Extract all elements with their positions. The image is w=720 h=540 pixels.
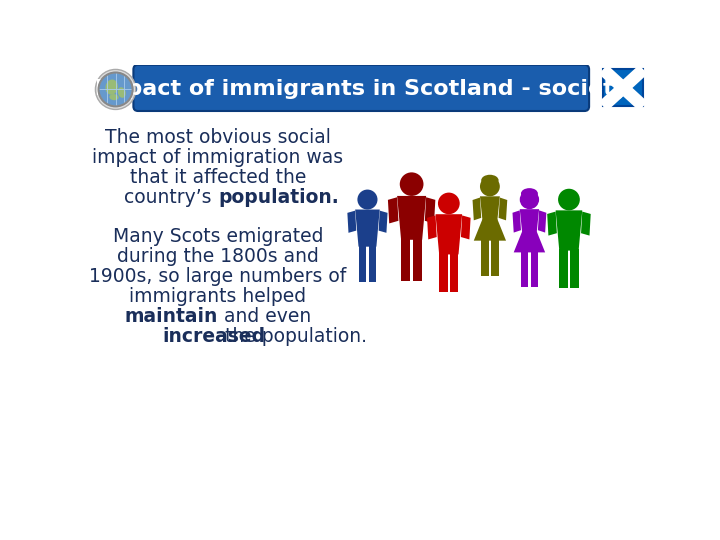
- Text: and even: and even: [218, 307, 311, 326]
- Circle shape: [96, 70, 136, 110]
- Text: during the 1800s and: during the 1800s and: [117, 247, 319, 266]
- Polygon shape: [570, 249, 579, 288]
- Polygon shape: [513, 231, 545, 252]
- Polygon shape: [388, 197, 398, 224]
- Polygon shape: [436, 214, 462, 254]
- Polygon shape: [474, 219, 506, 241]
- Text: 1900s, so large numbers of: 1900s, so large numbers of: [89, 267, 346, 286]
- Polygon shape: [559, 249, 568, 288]
- Polygon shape: [481, 239, 489, 276]
- Circle shape: [558, 189, 580, 211]
- Text: impact of immigration was: impact of immigration was: [92, 148, 343, 167]
- Polygon shape: [450, 253, 459, 292]
- Text: immigrants helped: immigrants helped: [130, 287, 307, 306]
- Text: Many Scots emigrated: Many Scots emigrated: [112, 226, 323, 246]
- Text: the population.: the population.: [219, 327, 366, 346]
- Polygon shape: [413, 239, 422, 281]
- Polygon shape: [556, 211, 582, 251]
- Polygon shape: [581, 212, 590, 235]
- Polygon shape: [520, 209, 539, 233]
- Circle shape: [99, 72, 132, 106]
- Text: population.: population.: [218, 188, 338, 207]
- Polygon shape: [538, 211, 546, 233]
- Polygon shape: [425, 197, 436, 224]
- Circle shape: [438, 193, 459, 214]
- Ellipse shape: [118, 87, 126, 98]
- Polygon shape: [401, 239, 410, 281]
- Polygon shape: [480, 197, 500, 220]
- Circle shape: [520, 190, 539, 209]
- Polygon shape: [369, 246, 377, 281]
- Circle shape: [480, 177, 500, 197]
- Polygon shape: [531, 251, 538, 287]
- Text: The most obvious social: The most obvious social: [105, 128, 330, 147]
- Circle shape: [100, 74, 131, 105]
- Text: that it affected the: that it affected the: [130, 168, 306, 187]
- Ellipse shape: [109, 94, 119, 100]
- Polygon shape: [379, 211, 387, 233]
- FancyBboxPatch shape: [133, 65, 589, 111]
- Polygon shape: [472, 198, 481, 220]
- Text: maintain: maintain: [125, 307, 218, 326]
- Text: country’s: country’s: [125, 188, 218, 207]
- Polygon shape: [491, 239, 498, 276]
- Ellipse shape: [521, 188, 538, 199]
- Polygon shape: [439, 253, 448, 292]
- Polygon shape: [498, 198, 508, 220]
- Circle shape: [400, 172, 423, 196]
- Polygon shape: [513, 211, 521, 233]
- Text: Impact of immigrants in Scotland - society: Impact of immigrants in Scotland - socie…: [94, 79, 628, 99]
- Text: increased: increased: [162, 327, 265, 346]
- Ellipse shape: [105, 79, 118, 95]
- Polygon shape: [359, 246, 366, 281]
- Polygon shape: [427, 215, 437, 239]
- Polygon shape: [397, 196, 426, 240]
- Polygon shape: [355, 210, 379, 247]
- Polygon shape: [547, 212, 557, 235]
- Polygon shape: [347, 211, 356, 233]
- Ellipse shape: [481, 175, 498, 186]
- Circle shape: [357, 190, 377, 210]
- Polygon shape: [461, 215, 471, 239]
- Bar: [603, 70, 644, 106]
- Polygon shape: [521, 251, 528, 287]
